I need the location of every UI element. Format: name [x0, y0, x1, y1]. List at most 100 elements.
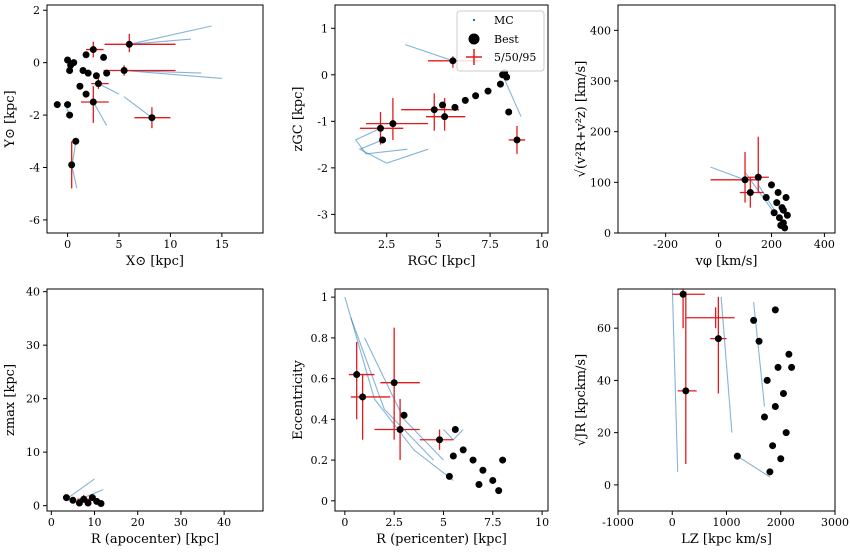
best-point	[475, 481, 483, 489]
mc-cloud	[501, 74, 522, 117]
best-point	[89, 98, 97, 106]
y-tick-label: 0	[33, 500, 40, 513]
y-tick-label: -2	[317, 162, 328, 175]
y-tick-label: 40	[597, 374, 611, 387]
y-axis-label: √JR [kpckm/s]	[574, 354, 589, 446]
best-point	[782, 429, 790, 437]
mc-cloud	[123, 96, 153, 119]
legend-box	[456, 10, 545, 72]
plot-area	[344, 296, 507, 495]
mc-cloud	[710, 166, 746, 181]
best-point	[733, 452, 741, 460]
y-tick-label: 200	[590, 126, 611, 139]
best-point	[489, 476, 497, 484]
x-axis-label: R (pericenter) [kpc]	[376, 532, 507, 547]
best-point	[774, 188, 782, 196]
best-point	[788, 363, 796, 371]
x-tick-label: 3000	[821, 516, 849, 529]
best-point	[68, 161, 76, 169]
y-tick-label: 60	[597, 322, 611, 335]
y-tick-label: 2	[33, 4, 40, 17]
best-point	[750, 316, 758, 324]
x-tick-label: 30	[174, 516, 188, 529]
x-tick-label: 7.5	[481, 238, 499, 251]
x-tick-label: 1000	[713, 516, 741, 529]
best-point	[495, 487, 503, 495]
panel-6: -1000 0 1000 2000 3000 0 20 40 60 LZ [kpc km/s] √J…	[574, 288, 849, 547]
best-point	[496, 80, 504, 88]
mc-cloud	[124, 69, 222, 79]
best-point	[746, 188, 754, 196]
y-axis-label: Eccentricity	[291, 359, 306, 439]
best-point	[771, 306, 779, 314]
best-point	[679, 290, 687, 298]
best-point	[376, 124, 384, 132]
best-point	[66, 67, 74, 75]
legend-label: Best	[494, 33, 519, 46]
panel-3: -200 0 200 400 0 100 200 300 400 vφ [km/s] √(v²R+v…	[574, 4, 836, 269]
x-axis-label: R (apocenter) [kpc]	[91, 532, 219, 547]
best-point	[472, 92, 480, 100]
best-point	[72, 137, 80, 145]
axes-frame	[617, 4, 836, 234]
best-point	[771, 403, 779, 411]
mc-cloud	[671, 289, 679, 472]
best-point	[774, 363, 782, 371]
y-axis-label: zGC [kpc]	[291, 87, 306, 152]
best-point	[513, 136, 521, 144]
best-point	[775, 214, 783, 222]
best-point	[779, 389, 787, 397]
best-point	[379, 136, 387, 144]
y-tick-label: -3	[317, 208, 328, 221]
plot-area	[354, 44, 526, 164]
axes-frame	[617, 288, 836, 512]
legend: MC Best 5/50/95	[456, 10, 545, 72]
best-point	[777, 221, 785, 229]
y-tick-label: 100	[590, 176, 611, 189]
best-point	[459, 446, 467, 454]
legend-label: MC	[494, 14, 514, 27]
x-tick-label: 5	[440, 516, 447, 529]
x-axis-label: RGC [kpc]	[408, 254, 476, 269]
y-tick-label: 1	[321, 291, 328, 304]
best-point	[449, 57, 457, 65]
best-point	[766, 468, 774, 476]
best-point	[88, 494, 96, 502]
best-point	[97, 500, 105, 508]
best-point	[770, 209, 778, 217]
best-point	[777, 455, 785, 463]
best-point	[390, 379, 398, 387]
y-tick-label: -4	[29, 161, 40, 174]
best-point	[479, 466, 487, 474]
legend-marker-mc	[472, 18, 476, 22]
mc-cloud	[720, 296, 733, 433]
y-axis-label: Y⊙ [kpc]	[3, 90, 18, 148]
best-point	[769, 442, 777, 450]
panel-5: 0 2.5 5 7.5 10 0 0.2 0.4 0.6 0.8 1 R (pericenter) […	[291, 288, 549, 547]
y-axis-label: √(v²R+v²z) [km/s]	[574, 61, 589, 178]
legend-label: 5/50/95	[494, 51, 536, 64]
y-tick-label: 0	[604, 479, 611, 492]
x-tick-label: 5	[435, 238, 442, 251]
x-tick-label: 2.5	[378, 238, 396, 251]
mc-cloud	[350, 317, 434, 461]
best-point	[441, 113, 449, 121]
best-point	[396, 426, 404, 434]
best-point	[94, 80, 102, 88]
best-point	[754, 173, 762, 181]
x-tick-label: 5	[116, 238, 123, 251]
best-point	[755, 337, 763, 345]
plot-area	[62, 478, 105, 508]
best-point	[430, 106, 438, 114]
best-point	[82, 90, 90, 98]
mc-cloud	[98, 83, 120, 95]
y-tick-label: 20	[26, 393, 40, 406]
axes-frame	[46, 4, 264, 234]
best-point	[53, 101, 61, 109]
best-point	[66, 111, 74, 119]
best-point	[767, 181, 775, 189]
y-axis-label: zmax [kpc]	[3, 364, 18, 436]
plot-area	[53, 25, 222, 189]
best-point	[762, 194, 770, 202]
best-point	[763, 376, 771, 384]
